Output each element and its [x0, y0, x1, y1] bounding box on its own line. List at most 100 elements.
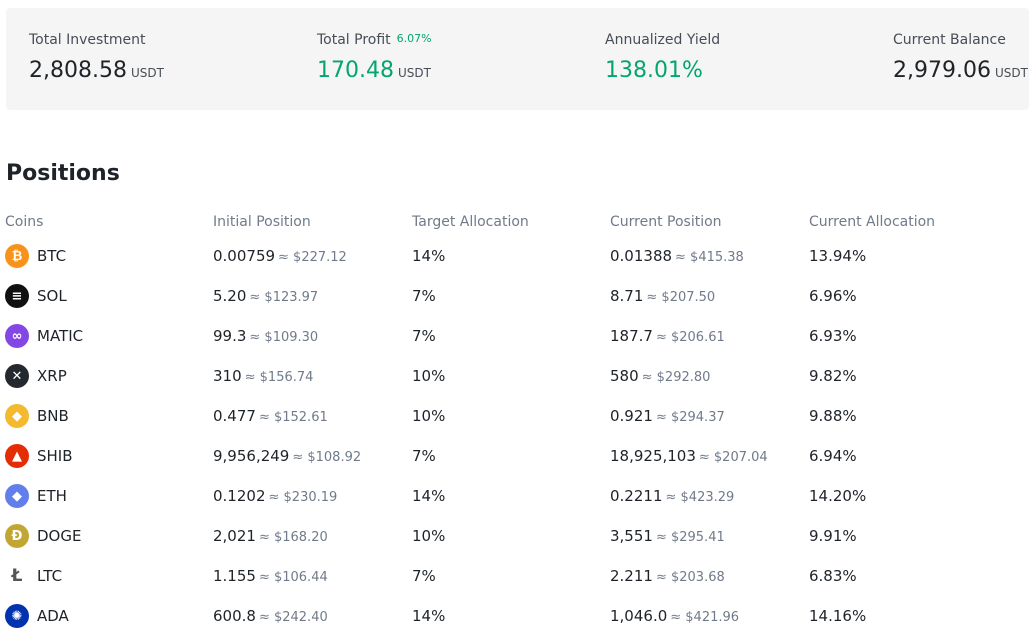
current-position-cell: 0.2211 ≈ $423.29	[610, 476, 734, 516]
current-allocation-cell: 6.96%	[809, 287, 857, 305]
total-profit-percent: 6.07%	[396, 32, 432, 45]
current-quantity: 580	[610, 367, 639, 385]
current-quantity: 2.211	[610, 567, 653, 585]
current-allocation-cell: 9.91%	[809, 527, 857, 545]
total-profit-amount: 170.48	[317, 58, 394, 83]
table-row: Ð DOGE 2,021 ≈ $168.20 10% 3,551 ≈ $295.41 9.91…	[0, 516, 1029, 556]
total-investment-amount: 2,808.58	[29, 58, 127, 83]
current-quantity: 1,046.0	[610, 607, 668, 625]
current-position-cell: 18,925,103 ≈ $207.04	[610, 436, 768, 476]
current-usd-value: ≈ $423.29	[665, 490, 735, 505]
header-target-allocation: Target Allocation	[412, 214, 529, 230]
target-allocation-cell: 10%	[412, 367, 446, 385]
current-quantity: 0.921	[610, 407, 653, 425]
initial-position-cell: 0.00759 ≈ $227.12	[213, 236, 347, 276]
initial-quantity: 310	[213, 367, 242, 385]
table-row: Ł LTC 1.155 ≈ $106.44 7% 2.211 ≈ $203.68 6.83%	[0, 556, 1029, 596]
coin-name: XRP	[37, 367, 67, 385]
initial-quantity: 0.1202	[213, 487, 266, 505]
annualized-yield-value: 138.01%	[605, 58, 703, 83]
total-profit-label: Total Profit	[317, 32, 391, 48]
current-position-cell: 187.7 ≈ $206.61	[610, 316, 725, 356]
initial-usd-value: ≈ $168.20	[258, 530, 328, 545]
table-row: ◆ ETH 0.1202 ≈ $230.19 14% 0.2211 ≈ $423.29 14.…	[0, 476, 1029, 516]
current-position-cell: 3,551 ≈ $295.41	[610, 516, 725, 556]
current-usd-value: ≈ $294.37	[655, 410, 725, 425]
initial-quantity: 99.3	[213, 327, 247, 345]
header-coins: Coins	[5, 214, 44, 230]
table-row: ₿ BTC 0.00759 ≈ $227.12 14% 0.01388 ≈ $415.38 1…	[0, 236, 1029, 276]
initial-usd-value: ≈ $109.30	[249, 330, 319, 345]
coin-name: SOL	[37, 287, 67, 305]
initial-position-cell: 1.155 ≈ $106.44	[213, 556, 328, 596]
target-allocation-cell: 14%	[412, 247, 446, 265]
initial-position-cell: 600.8 ≈ $242.40	[213, 596, 328, 636]
current-usd-value: ≈ $207.50	[646, 290, 716, 305]
initial-quantity: 9,956,249	[213, 447, 290, 465]
current-allocation-cell: 9.82%	[809, 367, 857, 385]
target-allocation-cell: 14%	[412, 607, 446, 625]
total-investment-unit: USDT	[130, 66, 164, 80]
cardano-icon: ✺	[5, 604, 29, 628]
initial-quantity: 600.8	[213, 607, 256, 625]
current-balance-amount: 2,979.06	[893, 58, 991, 83]
bitcoin-icon: ₿	[5, 244, 29, 268]
initial-position-cell: 9,956,249 ≈ $108.92	[213, 436, 361, 476]
current-position-cell: 8.71 ≈ $207.50	[610, 276, 715, 316]
summary-panel: Total Investment 2,808.58 USDT Total Prof…	[6, 8, 1029, 110]
current-quantity: 3,551	[610, 527, 653, 545]
table-row: ≡ SOL 5.20 ≈ $123.97 7% 8.71 ≈ $207.50 6.96%	[0, 276, 1029, 316]
current-quantity: 187.7	[610, 327, 653, 345]
initial-position-cell: 5.20 ≈ $123.97	[213, 276, 318, 316]
current-position-cell: 2.211 ≈ $203.68	[610, 556, 725, 596]
current-allocation-cell: 14.20%	[809, 487, 867, 505]
current-usd-value: ≈ $295.41	[655, 530, 725, 545]
current-usd-value: ≈ $207.04	[698, 450, 768, 465]
current-quantity: 0.01388	[610, 247, 673, 265]
coin-name: BTC	[37, 247, 67, 265]
target-allocation-cell: 7%	[412, 287, 436, 305]
total-profit-value: 170.48 USDT	[317, 58, 431, 83]
target-allocation-cell: 14%	[412, 487, 446, 505]
total-profit-label-row: Total Profit 6.07%	[317, 32, 432, 48]
current-allocation-cell: 14.16%	[809, 607, 867, 625]
solana-icon: ≡	[5, 284, 29, 308]
initial-quantity: 2,021	[213, 527, 256, 545]
current-balance-label: Current Balance	[893, 32, 1006, 48]
current-allocation-cell: 6.94%	[809, 447, 857, 465]
coin-name: DOGE	[37, 527, 82, 545]
current-position-cell: 1,046.0 ≈ $421.96	[610, 596, 739, 636]
table-row: ▲ SHIB 9,956,249 ≈ $108.92 7% 18,925,103 ≈ $20…	[0, 436, 1029, 476]
bnb-icon: ◆	[5, 404, 29, 428]
current-allocation-cell: 6.93%	[809, 327, 857, 345]
coin-name: ADA	[37, 607, 69, 625]
total-investment-label: Total Investment	[29, 32, 146, 48]
current-allocation-cell: 6.83%	[809, 567, 857, 585]
ethereum-icon: ◆	[5, 484, 29, 508]
positions-title: Positions	[6, 161, 120, 186]
current-quantity: 8.71	[610, 287, 644, 305]
initial-position-cell: 0.477 ≈ $152.61	[213, 396, 328, 436]
current-balance-value: 2,979.06 USDT	[893, 58, 1028, 83]
target-allocation-cell: 7%	[412, 567, 436, 585]
coin-name: BNB	[37, 407, 69, 425]
initial-quantity: 0.00759	[213, 247, 276, 265]
header-current-allocation: Current Allocation	[809, 214, 936, 230]
initial-usd-value: ≈ $108.92	[292, 450, 362, 465]
initial-usd-value: ≈ $123.97	[249, 290, 319, 305]
initial-quantity: 1.155	[213, 567, 256, 585]
table-row: ◆ BNB 0.477 ≈ $152.61 10% 0.921 ≈ $294.37 9.88%	[0, 396, 1029, 436]
annualized-yield-label: Annualized Yield	[605, 32, 721, 48]
initial-position-cell: 2,021 ≈ $168.20	[213, 516, 328, 556]
total-profit-unit: USDT	[397, 66, 431, 80]
initial-usd-value: ≈ $242.40	[258, 610, 328, 625]
table-row: ✺ ADA 600.8 ≈ $242.40 14% 1,046.0 ≈ $421.96 14.…	[0, 596, 1029, 636]
dogecoin-icon: Ð	[5, 524, 29, 548]
target-allocation-cell: 10%	[412, 407, 446, 425]
initial-position-cell: 99.3 ≈ $109.30	[213, 316, 318, 356]
header-initial-position: Initial Position	[213, 214, 311, 230]
current-usd-value: ≈ $415.38	[675, 250, 744, 265]
table-row: ∞ MATIC 99.3 ≈ $109.30 7% 187.7 ≈ $206.61 6.93%	[0, 316, 1029, 356]
current-usd-value: ≈ $292.80	[641, 370, 711, 385]
initial-usd-value: ≈ $230.19	[268, 490, 338, 505]
